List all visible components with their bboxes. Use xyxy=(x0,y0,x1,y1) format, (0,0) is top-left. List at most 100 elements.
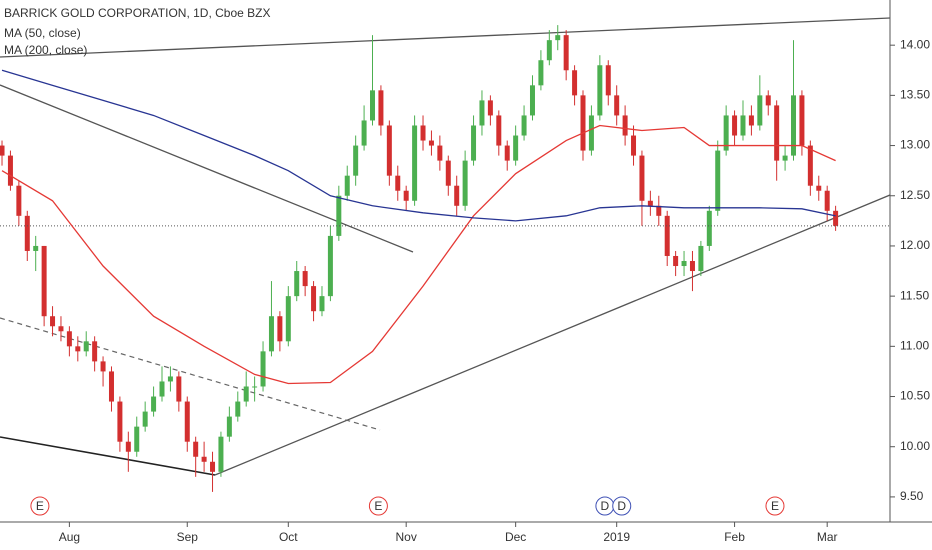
candle-body xyxy=(83,341,89,352)
candle-body xyxy=(437,145,443,161)
candle-body xyxy=(285,296,291,342)
y-tick-label: 12.00 xyxy=(900,238,930,252)
candle-body xyxy=(748,115,754,126)
candle-body xyxy=(546,40,552,61)
candle-body xyxy=(521,115,527,136)
candle-body xyxy=(277,316,283,342)
trend-line xyxy=(0,436,216,476)
event-marker xyxy=(612,496,632,516)
candle-body xyxy=(218,436,224,472)
x-tick-label: Feb xyxy=(724,530,745,544)
candle-body xyxy=(319,296,325,312)
x-tick-label: Oct xyxy=(279,530,298,544)
candle-body xyxy=(647,200,653,206)
x-tick-label: Mar xyxy=(817,530,838,544)
chart-title: BARRICK GOLD CORPORATION, 1D, Cboe BZX xyxy=(4,6,271,20)
candle-body xyxy=(386,125,392,176)
candle-body xyxy=(7,155,13,186)
candle-body xyxy=(50,316,56,327)
event-label: E xyxy=(771,499,779,513)
candle-body xyxy=(395,175,401,191)
y-tick-label: 11.00 xyxy=(900,339,929,353)
candle-body xyxy=(740,115,746,136)
candle-body xyxy=(487,100,493,116)
candle-body xyxy=(243,386,249,402)
event-marker xyxy=(765,496,785,516)
candle-body xyxy=(479,100,485,126)
x-tick-label: Sep xyxy=(177,530,199,544)
candle-body xyxy=(66,331,72,347)
candle-body xyxy=(605,65,611,96)
event-label: D xyxy=(601,499,610,513)
candle-body xyxy=(445,160,451,186)
y-tick-label: 11.50 xyxy=(900,288,929,302)
moving-average xyxy=(1,69,836,222)
candle-body xyxy=(529,85,535,116)
candle-body xyxy=(75,346,81,352)
x-tick-label: Aug xyxy=(59,530,80,544)
candle-body xyxy=(572,70,578,96)
candle-body xyxy=(706,210,712,246)
candle-body xyxy=(614,95,620,116)
candle-body xyxy=(167,376,173,382)
candle-body xyxy=(538,60,544,86)
y-tick-label: 12.50 xyxy=(900,188,930,202)
candle-body xyxy=(378,90,384,126)
candle-body xyxy=(336,195,342,236)
candle-body xyxy=(0,145,5,156)
candle-body xyxy=(664,215,670,256)
candle-body xyxy=(159,381,165,397)
candle-body xyxy=(151,396,157,412)
moving-average xyxy=(1,124,836,385)
candle-body xyxy=(462,160,468,206)
drawings xyxy=(0,17,891,476)
y-tick-label: 10.00 xyxy=(900,439,930,453)
candle-body xyxy=(201,456,207,462)
y-tick-label: 10.50 xyxy=(900,389,930,403)
event-label: E xyxy=(36,499,44,513)
candle-body xyxy=(403,190,409,201)
x-tick-label: 2019 xyxy=(603,530,630,544)
candle-body xyxy=(622,115,628,136)
trend-line xyxy=(0,317,381,431)
candle-body xyxy=(134,426,140,452)
candle-body xyxy=(327,235,333,297)
candle-body xyxy=(184,401,190,442)
candle-body xyxy=(454,185,460,206)
candle-body xyxy=(92,341,98,362)
candle-body xyxy=(226,416,232,437)
candle-body xyxy=(16,185,22,216)
candle-body xyxy=(302,271,308,287)
candle-body xyxy=(555,35,561,41)
candle-body xyxy=(117,401,123,442)
candle-body xyxy=(723,115,729,151)
candles xyxy=(0,25,839,492)
event-label: D xyxy=(617,499,626,513)
candle-body xyxy=(757,95,763,126)
legend-entry: MA (200, close) xyxy=(4,43,87,57)
candle-body xyxy=(100,361,106,372)
candle-body xyxy=(774,105,780,161)
candle-body xyxy=(732,115,738,136)
candle-body xyxy=(504,145,510,161)
candle-body xyxy=(252,386,258,388)
candle-body xyxy=(344,175,350,196)
candle-body xyxy=(816,185,822,191)
candle-body xyxy=(412,125,418,201)
candle-body xyxy=(833,210,839,226)
candle-body xyxy=(268,316,274,352)
x-tick-label: Nov xyxy=(396,530,417,544)
candle-body xyxy=(33,245,39,251)
event-marker xyxy=(368,496,388,516)
y-tick-label: 13.00 xyxy=(900,138,930,152)
candle-body xyxy=(765,95,771,106)
candle-body xyxy=(715,150,721,211)
candle-body xyxy=(513,135,519,161)
x-tick-label: Dec xyxy=(505,530,526,544)
candle-body xyxy=(41,245,47,317)
candle-body xyxy=(698,245,704,272)
candle-body xyxy=(656,205,662,216)
candle-body xyxy=(496,115,502,146)
